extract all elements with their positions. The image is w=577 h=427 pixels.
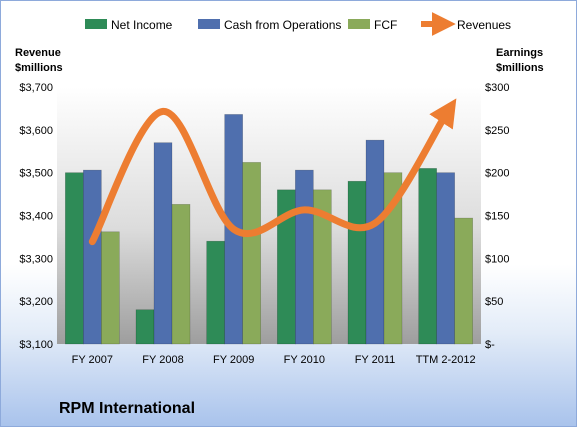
company-name: RPM International <box>59 400 195 417</box>
left-axis-tick-label: $3,300 <box>19 253 53 265</box>
bar-cash-from-operations <box>295 169 314 345</box>
bar-cash-from-operations <box>83 169 102 345</box>
bar-fcf <box>313 189 332 345</box>
bar-net-income <box>135 309 155 345</box>
bar-fcf <box>101 231 120 345</box>
left-axis-tick-label: $3,600 <box>19 125 53 137</box>
legend-swatch-cash-from-operations <box>198 19 220 29</box>
x-axis-tick-label: FY 2008 <box>142 354 183 366</box>
legend-label-fcf: FCF <box>374 18 397 32</box>
right-axis-title-line1: Earnings <box>496 47 543 59</box>
left-axis-tick-label: $3,200 <box>19 296 53 308</box>
bar-fcf <box>171 204 191 345</box>
bar-cash-from-operations <box>153 142 173 345</box>
right-axis-title-line2: $millions <box>496 62 544 74</box>
left-axis-title-line2: $millions <box>15 62 63 74</box>
legend-label-cash-from-operations: Cash from Operations <box>224 18 341 32</box>
revenue-line <box>88 98 457 246</box>
x-axis-tick-label: FY 2011 <box>355 354 396 366</box>
right-axis-tick-label: $50 <box>485 296 503 308</box>
plot-area <box>57 87 481 344</box>
left-axis-title-line1: Revenue <box>15 47 61 59</box>
bar-cash-from-operations <box>436 172 455 345</box>
bar-net-income <box>347 180 367 345</box>
bar-fcf <box>454 217 473 345</box>
bar-fcf <box>242 162 261 345</box>
x-axis-tick-label: TTM 2-2012 <box>416 354 476 366</box>
left-axis-tick-label: $3,400 <box>19 211 53 223</box>
right-axis-tick-label: $250 <box>485 125 509 137</box>
right-axis-tick-label: $- <box>485 339 495 351</box>
bar-fcf <box>383 172 403 345</box>
x-axis-tick-label: FY 2009 <box>213 354 254 366</box>
bar-net-income <box>206 240 225 345</box>
legend-label-revenues: Revenues <box>457 18 511 32</box>
legend: Net Income Cash from Operations FCF Reve… <box>85 12 511 36</box>
right-axis-tick-label: $150 <box>485 211 509 223</box>
x-axis-tick-label: FY 2010 <box>284 354 325 366</box>
legend-label-net-income: Net Income <box>111 18 173 32</box>
x-axis-tick-label: FY 2007 <box>72 354 113 366</box>
right-axis-tick-label: $100 <box>485 253 509 265</box>
right-axis-tick-label: $200 <box>485 168 509 180</box>
bar-net-income <box>418 168 437 345</box>
bar-net-income <box>65 172 84 345</box>
legend-swatch-net-income <box>85 19 107 29</box>
legend-swatch-fcf <box>348 19 370 29</box>
left-axis-tick-label: $3,100 <box>19 339 53 351</box>
right-axis-tick-label: $300 <box>485 82 509 94</box>
left-axis-tick-label: $3,500 <box>19 168 53 180</box>
bar-cash-from-operations <box>365 139 385 345</box>
left-axis-tick-label: $3,700 <box>19 82 53 94</box>
